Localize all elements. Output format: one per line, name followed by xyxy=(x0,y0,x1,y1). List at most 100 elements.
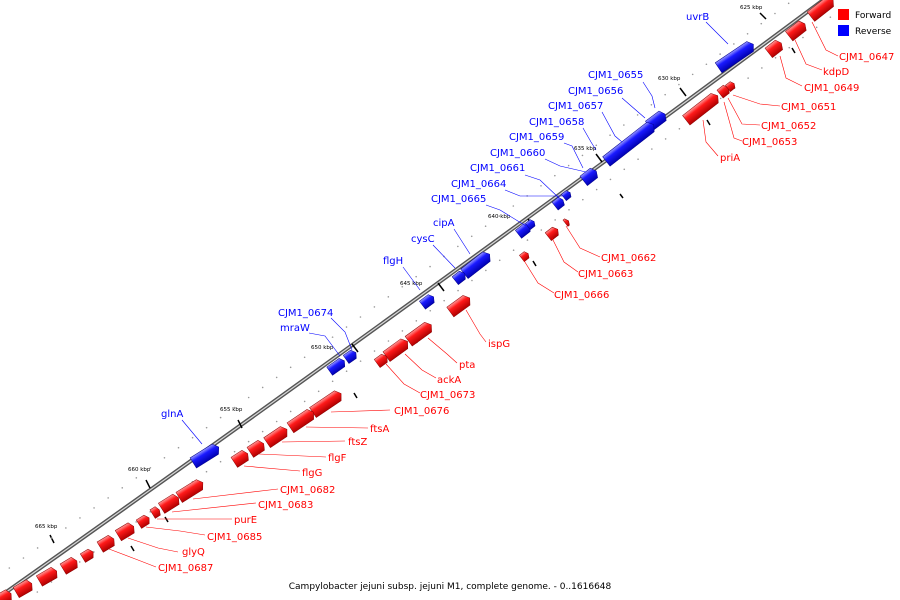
minor-dot xyxy=(443,299,445,302)
minor-dot xyxy=(554,174,556,177)
gene-CJM1_0653 xyxy=(716,84,730,99)
tick-marks xyxy=(49,12,796,552)
gene-CJM1_0683 xyxy=(157,493,180,514)
minor-dot xyxy=(233,406,236,409)
minor-dot xyxy=(163,456,166,459)
gene-uvrB xyxy=(714,41,754,74)
minor-dot xyxy=(651,148,653,150)
minor-dot xyxy=(205,426,208,429)
gene-cysC xyxy=(451,270,466,285)
minor-dot xyxy=(457,289,459,292)
tick-label: 645 kbp xyxy=(400,281,423,287)
gene-label: CJM1_0656 xyxy=(568,86,623,97)
minor-dot xyxy=(121,487,124,489)
minor-dot xyxy=(22,557,25,559)
minor-dot xyxy=(678,83,680,86)
minor-dot xyxy=(471,279,473,282)
gene-label: CJM1_0676 xyxy=(394,406,449,417)
gene-label: CJM1_0683 xyxy=(258,500,313,511)
minor-dot xyxy=(705,63,708,66)
minor-dot xyxy=(760,22,763,25)
gene-label: mraW xyxy=(280,323,310,334)
gene-CJM1_0676 xyxy=(309,390,342,418)
minor-dot xyxy=(747,77,749,79)
gene-label: CJM1_0666 xyxy=(554,290,609,301)
minor-dot xyxy=(401,285,404,288)
minor-dot xyxy=(261,386,264,389)
gene-label: CJM1_0653 xyxy=(742,137,797,148)
gene-label: CJM1_0652 xyxy=(761,121,816,132)
minor-dot xyxy=(415,275,417,278)
minor-dot xyxy=(609,134,611,136)
gene-label: priA xyxy=(720,153,740,164)
minor-dot xyxy=(582,198,584,201)
gene-label: ftsA xyxy=(370,424,389,435)
minor-dot xyxy=(135,521,137,523)
minor-dot xyxy=(303,400,306,403)
minor-dot xyxy=(802,36,804,39)
minor-dot xyxy=(289,410,292,413)
minor-dot xyxy=(568,208,570,211)
gene-priA xyxy=(682,93,719,126)
minor-dot xyxy=(8,567,11,569)
minor-dot xyxy=(317,346,320,349)
minor-dot xyxy=(275,420,278,423)
minor-dot xyxy=(345,370,348,373)
gene-CJM1_0674 xyxy=(342,349,357,364)
minor-dot xyxy=(219,416,222,419)
gene-unlabeled xyxy=(12,579,33,599)
gene-CJM1_0657 xyxy=(602,121,655,167)
gene-CJM1_0665 xyxy=(525,219,536,230)
forward-leader-lines xyxy=(108,21,839,568)
gene-CJM1_0649 xyxy=(764,39,783,59)
gene-mraW xyxy=(326,358,346,376)
gene-label: ackA xyxy=(437,375,461,386)
gene-CJM1_0666 xyxy=(519,251,530,262)
minor-dot xyxy=(637,158,639,160)
gene-label: CJM1_0659 xyxy=(509,132,564,143)
minor-dot xyxy=(746,32,749,35)
reverse-genes xyxy=(189,41,754,469)
minor-dot xyxy=(623,124,625,126)
gene-CJM1_0661 xyxy=(561,190,572,201)
minor-dot xyxy=(205,470,208,473)
tick-label: 635 kbp xyxy=(574,146,597,152)
backbone xyxy=(0,0,827,599)
minor-dot xyxy=(719,53,721,55)
minor-dot xyxy=(93,551,95,553)
tick-label: 660 kbp xyxy=(128,467,151,473)
minor-dot xyxy=(289,366,292,369)
minor-dot xyxy=(664,93,666,96)
minor-dot xyxy=(303,356,306,359)
gene-CJM1_0687 xyxy=(96,534,115,553)
minor-dot xyxy=(664,138,667,140)
gene-label: CJM1_0664 xyxy=(451,179,506,190)
minor-dot xyxy=(761,67,763,69)
gene-CJM1_0659 xyxy=(579,167,598,187)
minor-dot xyxy=(107,497,109,499)
minor-dot xyxy=(829,16,832,18)
tick-label: 650 kbp xyxy=(311,345,334,351)
gene-label: CJM1_0660 xyxy=(490,148,545,159)
minor-dot xyxy=(50,581,53,583)
legend-forward-label: Forward xyxy=(855,11,891,21)
gene-CJM1_0662 xyxy=(562,218,570,227)
gene-label: flgG xyxy=(302,468,322,479)
minor-dot xyxy=(484,225,487,227)
minor-dot xyxy=(373,350,376,352)
minor-dot xyxy=(177,446,180,449)
minor-dot xyxy=(815,26,818,29)
minor-dot xyxy=(219,460,222,463)
minor-dot xyxy=(567,164,570,167)
minor-dot xyxy=(512,249,515,251)
gene-label: CJM1_0685 xyxy=(207,532,262,543)
tick-label: 625 kbp xyxy=(740,5,763,11)
minor-dot xyxy=(774,12,776,15)
gene-CJM1_0682 xyxy=(175,479,204,503)
legend-forward-swatch xyxy=(838,9,849,20)
minor-dot xyxy=(233,450,236,453)
gene-CJM1_0652 xyxy=(725,81,736,92)
minor-dot xyxy=(191,436,194,439)
minor-dot xyxy=(65,527,67,529)
minor-dot xyxy=(149,467,152,469)
